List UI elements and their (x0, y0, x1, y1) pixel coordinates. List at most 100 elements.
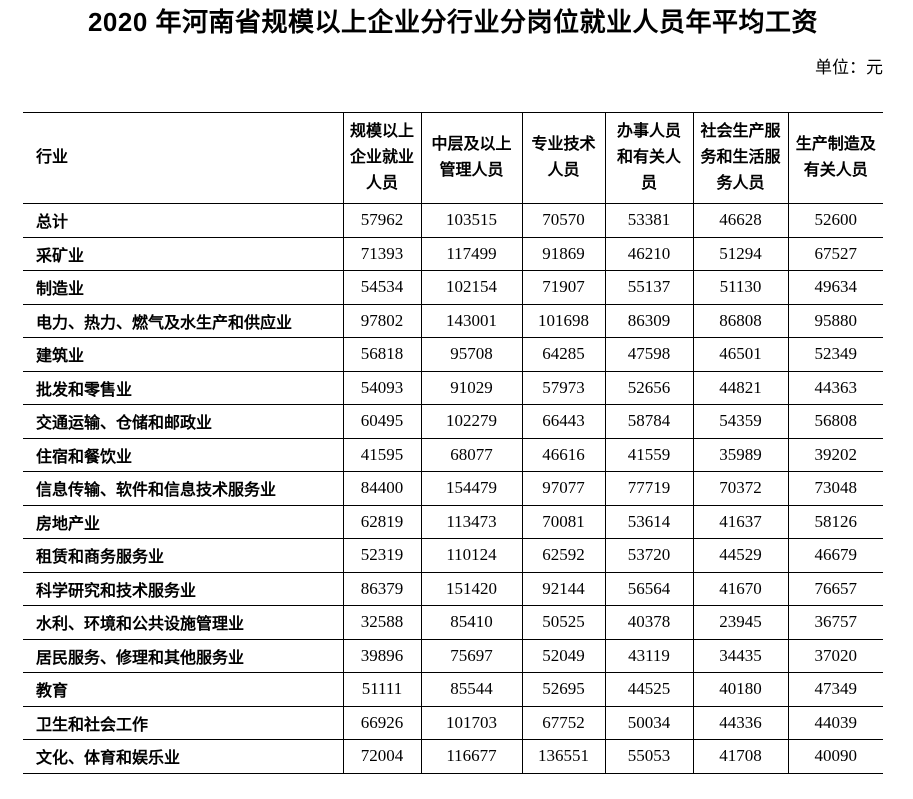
value-cell: 55137 (604, 270, 694, 305)
value-cell: 62819 (342, 504, 422, 539)
table-row: 交通运输、仓储和邮政业 60495 102279 66443 58784 54359 568… (23, 404, 883, 439)
industry-cell: 教育 (23, 672, 344, 707)
value-cell: 70570 (521, 203, 606, 238)
value-cell: 52695 (521, 672, 606, 707)
value-cell: 54534 (342, 270, 422, 305)
value-cell: 64285 (521, 337, 606, 372)
value-cell: 151420 (420, 571, 523, 606)
value-cell: 34435 (692, 638, 789, 673)
value-cell: 49634 (787, 270, 883, 305)
industry-cell: 卫生和社会工作 (23, 705, 344, 740)
value-cell: 103515 (420, 203, 523, 238)
value-cell: 101698 (521, 303, 606, 338)
value-cell: 55053 (604, 739, 694, 774)
value-cell: 41708 (692, 739, 789, 774)
value-cell: 66443 (521, 404, 606, 439)
value-cell: 41637 (692, 504, 789, 539)
table-row: 卫生和社会工作 66926 101703 67752 50034 44336 44039 (23, 705, 883, 740)
table-row: 制造业 54534 102154 71907 55137 51130 49634 (23, 270, 883, 305)
value-cell: 117499 (420, 236, 523, 271)
value-cell: 91869 (521, 236, 606, 271)
document-page: 2020 年河南省规模以上企业分行业分岗位就业人员年平均工资 单位：元 行业 规… (23, 0, 883, 774)
industry-cell: 科学研究和技术服务业 (23, 571, 344, 606)
industry-cell: 批发和零售业 (23, 370, 344, 405)
value-cell: 39896 (342, 638, 422, 673)
value-cell: 46210 (604, 236, 694, 271)
industry-cell: 建筑业 (23, 337, 344, 372)
table-row: 文化、体育和娱乐业 72004 116677 136551 55053 41708 4009… (23, 739, 883, 774)
value-cell: 70081 (521, 504, 606, 539)
value-cell: 44039 (787, 705, 883, 740)
value-cell: 54359 (692, 404, 789, 439)
value-cell: 40378 (604, 605, 694, 640)
value-cell: 101703 (420, 705, 523, 740)
value-cell: 40090 (787, 739, 883, 774)
unit-label: 单位：元 (815, 58, 883, 77)
industry-cell: 住宿和餐饮业 (23, 437, 344, 472)
industry-cell: 信息传输、软件和信息技术服务业 (23, 471, 344, 506)
value-cell: 57973 (521, 370, 606, 405)
table-row: 房地产业 62819 113473 70081 53614 41637 58126 (23, 504, 883, 539)
value-cell: 86309 (604, 303, 694, 338)
value-cell: 67527 (787, 236, 883, 271)
value-cell: 60495 (342, 404, 422, 439)
value-cell: 46679 (787, 538, 883, 573)
value-cell: 136551 (521, 739, 606, 774)
value-cell: 50034 (604, 705, 694, 740)
value-cell: 52600 (787, 203, 883, 238)
value-cell: 52349 (787, 337, 883, 372)
value-cell: 68077 (420, 437, 523, 472)
value-cell: 143001 (420, 303, 523, 338)
value-cell: 75697 (420, 638, 523, 673)
column-header: 生产制造及有关人员 (787, 112, 883, 204)
value-cell: 86808 (692, 303, 789, 338)
industry-cell: 房地产业 (23, 504, 344, 539)
value-cell: 50525 (521, 605, 606, 640)
column-header: 中层及以上管理人员 (420, 112, 523, 204)
value-cell: 77719 (604, 471, 694, 506)
table-row: 建筑业 56818 95708 64285 47598 46501 52349 (23, 337, 883, 372)
value-cell: 154479 (420, 471, 523, 506)
table-row: 电力、热力、燃气及水生产和供应业 97802 143001 101698 86309 86… (23, 303, 883, 338)
value-cell: 51130 (692, 270, 789, 305)
value-cell: 56818 (342, 337, 422, 372)
value-cell: 97077 (521, 471, 606, 506)
column-header: 专业技术人员 (521, 112, 606, 204)
value-cell: 41670 (692, 571, 789, 606)
value-cell: 36757 (787, 605, 883, 640)
value-cell: 44529 (692, 538, 789, 573)
value-cell: 23945 (692, 605, 789, 640)
industry-cell: 租赁和商务服务业 (23, 538, 344, 573)
value-cell: 58784 (604, 404, 694, 439)
value-cell: 71907 (521, 270, 606, 305)
industry-cell: 居民服务、修理和其他服务业 (23, 638, 344, 673)
value-cell: 41559 (604, 437, 694, 472)
value-cell: 85544 (420, 672, 523, 707)
value-cell: 66926 (342, 705, 422, 740)
table-row: 总计 57962 103515 70570 53381 46628 52600 (23, 203, 883, 238)
value-cell: 71393 (342, 236, 422, 271)
value-cell: 39202 (787, 437, 883, 472)
value-cell: 47598 (604, 337, 694, 372)
value-cell: 85410 (420, 605, 523, 640)
value-cell: 72004 (342, 739, 422, 774)
value-cell: 53614 (604, 504, 694, 539)
table-row: 租赁和商务服务业 52319 110124 62592 53720 44529 46679 (23, 538, 883, 573)
industry-cell: 制造业 (23, 270, 344, 305)
value-cell: 67752 (521, 705, 606, 740)
table-row: 水利、环境和公共设施管理业 32588 85410 50525 40378 23945 36… (23, 605, 883, 640)
value-cell: 44525 (604, 672, 694, 707)
value-cell: 41595 (342, 437, 422, 472)
value-cell: 52656 (604, 370, 694, 405)
table-row: 批发和零售业 54093 91029 57973 52656 44821 44363 (23, 370, 883, 405)
value-cell: 97802 (342, 303, 422, 338)
value-cell: 84400 (342, 471, 422, 506)
value-cell: 53720 (604, 538, 694, 573)
value-cell: 37020 (787, 638, 883, 673)
value-cell: 46501 (692, 337, 789, 372)
value-cell: 52319 (342, 538, 422, 573)
table-row: 住宿和餐饮业 41595 68077 46616 41559 35989 39202 (23, 437, 883, 472)
value-cell: 95708 (420, 337, 523, 372)
value-cell: 43119 (604, 638, 694, 673)
table-header: 行业 规模以上企业就业人员 中层及以上管理人员 专业技术人员 办事人员和有关人员 社会生… (23, 112, 883, 204)
